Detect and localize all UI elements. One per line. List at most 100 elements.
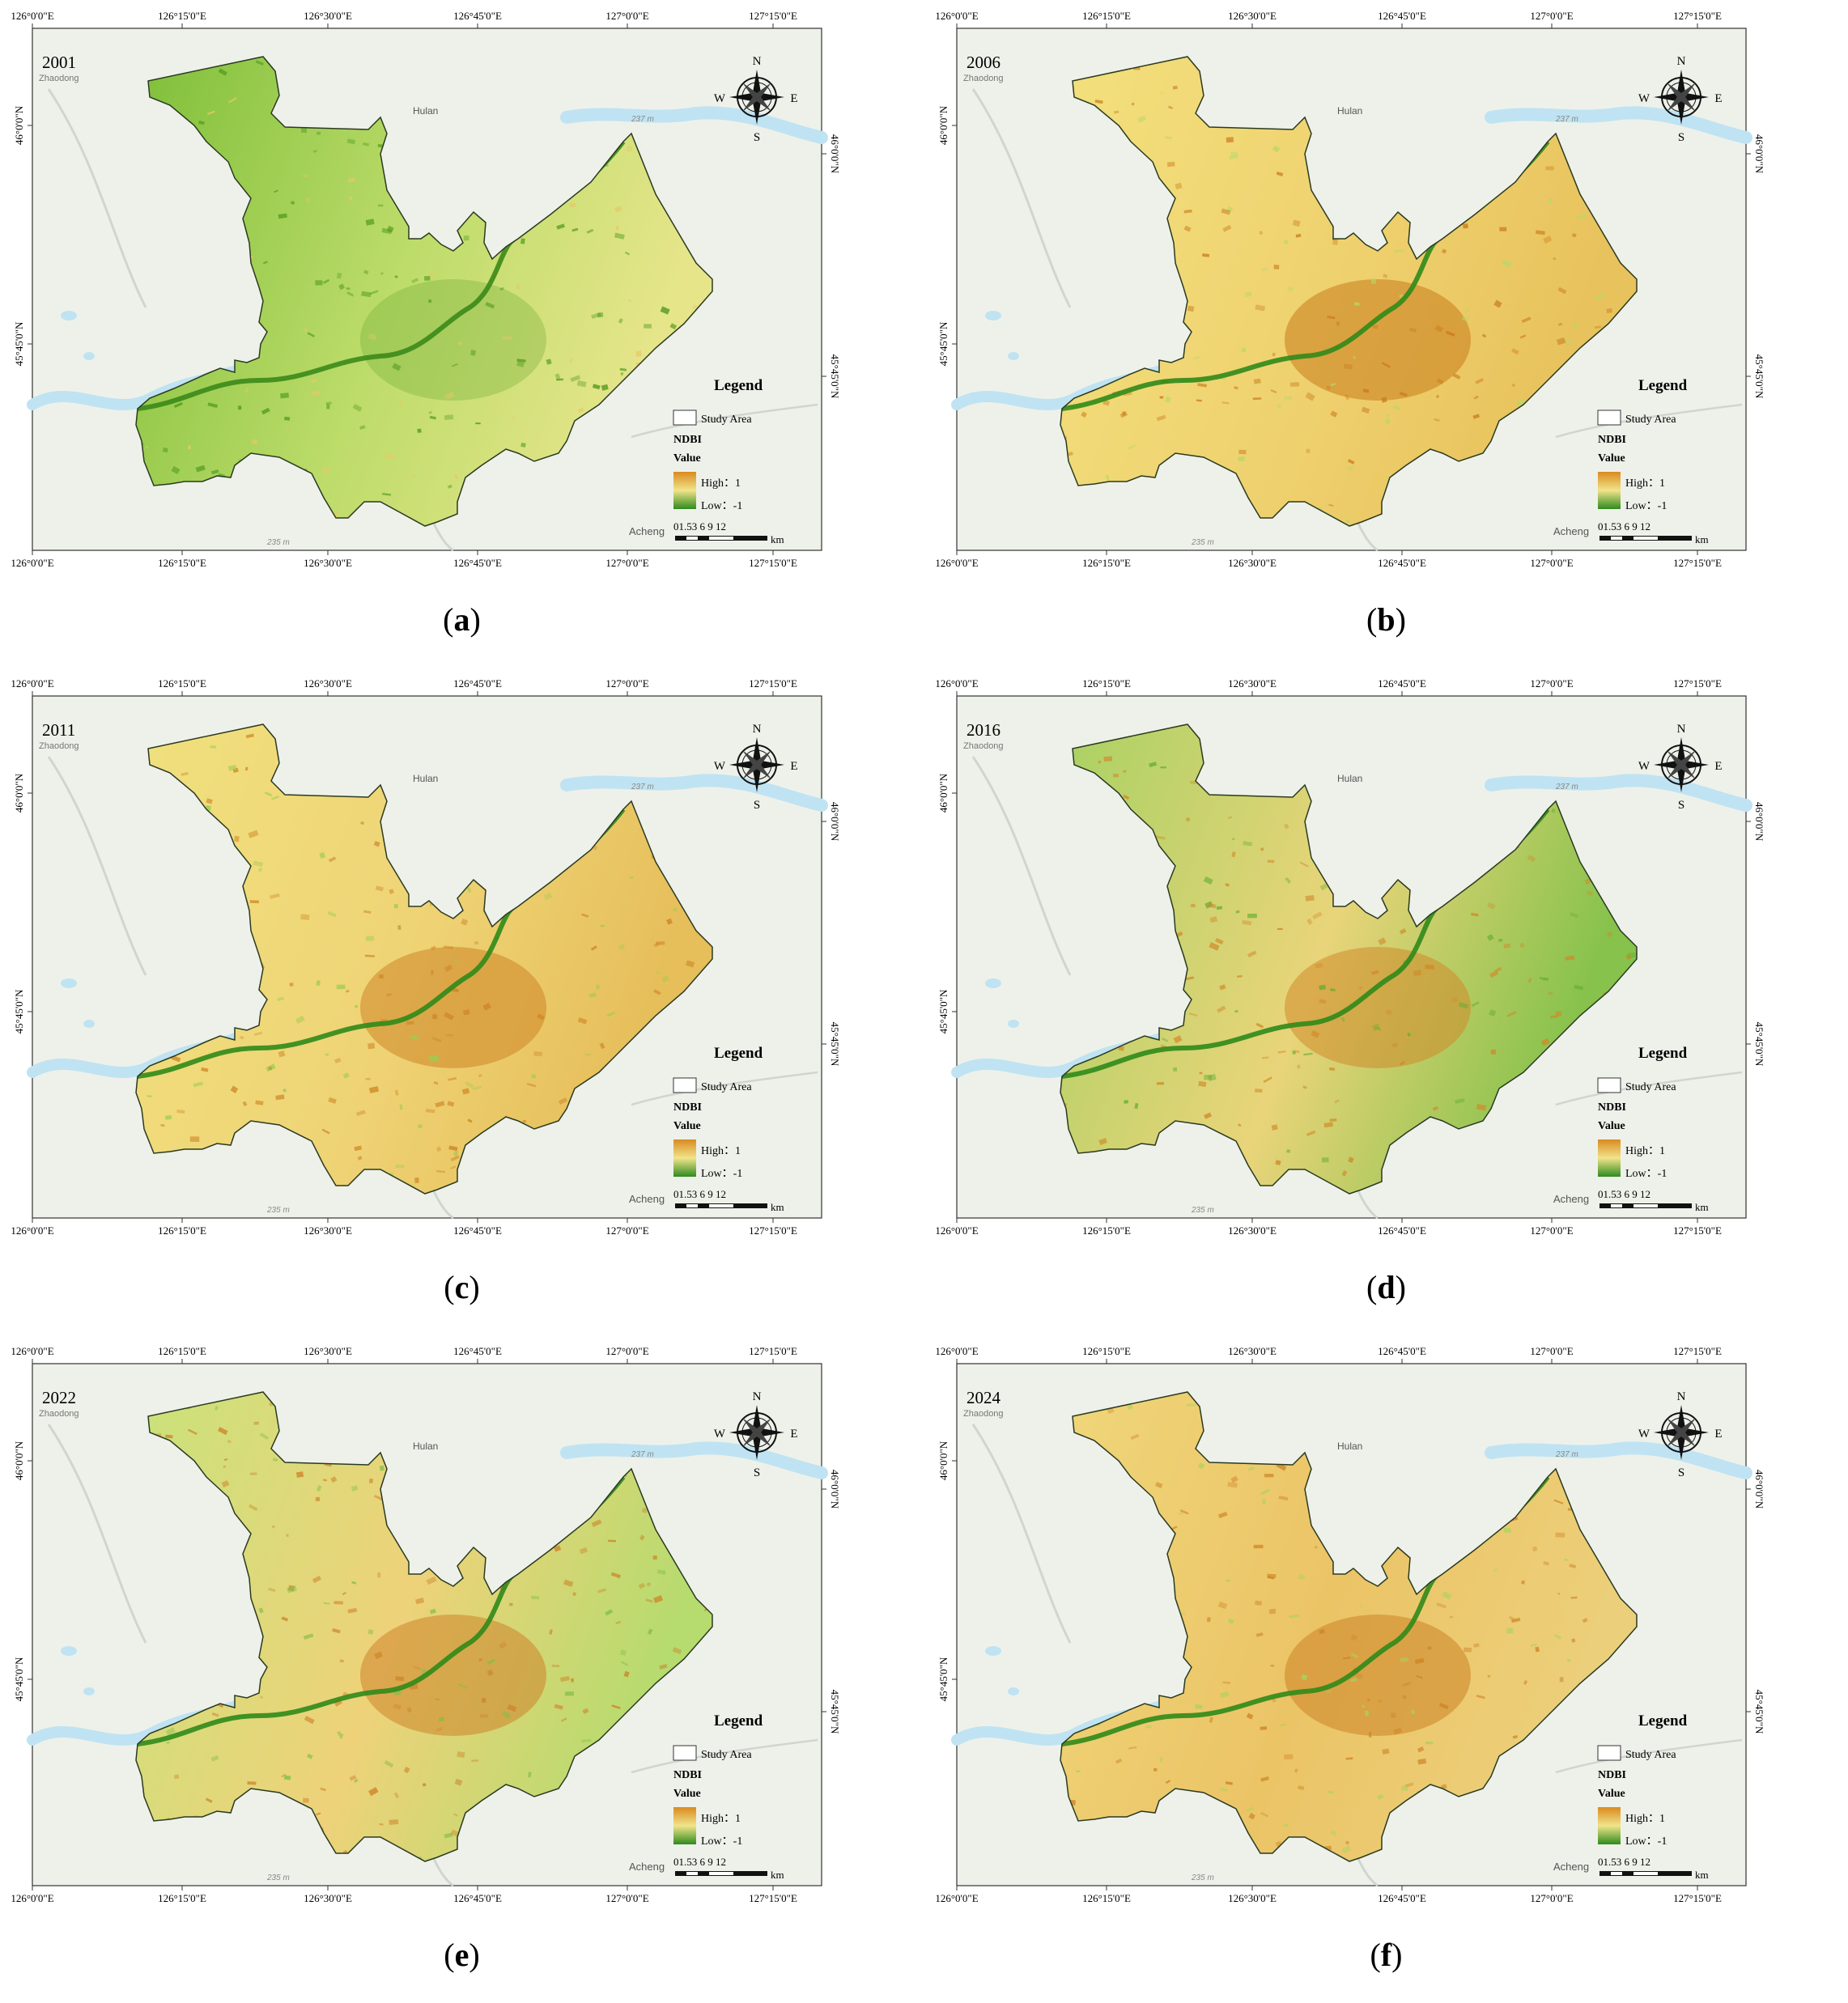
tick-right-label: 46°0'0"N: [1753, 802, 1765, 842]
label-elev-237: 237 m: [1555, 783, 1578, 791]
tick-bottom-label: 126°15'0"E: [158, 557, 206, 569]
tick-top-label: 126°0'0"E: [11, 1345, 53, 1357]
svg-text:N: N: [1677, 1390, 1686, 1403]
tick-left-label: 46°0'0"N: [937, 773, 949, 813]
tick-top-label: 127°15'0"E: [749, 1345, 797, 1357]
scale-bar: 01.53 6 9 12 km: [1598, 1856, 1709, 1881]
tick-bottom-label: 126°30'0"E: [304, 1224, 352, 1237]
tick-bottom-label: 126°45'0"E: [1378, 1224, 1426, 1237]
svg-text:E: E: [790, 760, 797, 773]
scale-ticks: 01.53 6 9 12: [1598, 1856, 1650, 1868]
tick-bottom-label: 127°0'0"E: [1530, 1892, 1573, 1904]
tick-top-label: 127°15'0"E: [749, 10, 797, 22]
tick-top-label: 126°15'0"E: [158, 677, 206, 690]
svg-text:S: S: [754, 131, 760, 144]
scale-ticks: 01.53 6 9 12: [673, 1188, 726, 1200]
year-label: 2016: [966, 720, 1000, 740]
tick-top-label: 127°0'0"E: [1530, 10, 1573, 22]
label-zhaodong: Zhaodong: [963, 74, 1004, 83]
tick-right-label: 45°45'0"N: [829, 354, 841, 399]
map-frame: Zhaodong Hulan Acheng 237 m 235 m 126°0'0"E 1…: [11, 1345, 841, 1904]
scale-ticks: 01.53 6 9 12: [1598, 1188, 1650, 1200]
tick-top-label: 126°0'0"E: [935, 10, 978, 22]
label-elev-237: 237 m: [1555, 115, 1578, 124]
svg-text:W: W: [1638, 1428, 1650, 1441]
scale-unit: km: [1695, 533, 1709, 545]
panel-caption: (c): [444, 1269, 480, 1305]
tick-left-label: 46°0'0"N: [937, 105, 949, 145]
tick-bottom-label: 126°0'0"E: [935, 1892, 978, 1904]
label-acheng: Acheng: [629, 525, 665, 537]
svg-text:W: W: [1638, 760, 1650, 773]
legend-low: Low：-1: [701, 1835, 742, 1848]
svg-text:E: E: [1714, 92, 1722, 105]
label-elev-237: 237 m: [1555, 1450, 1578, 1459]
tick-bottom-label: 126°0'0"E: [11, 557, 53, 569]
label-acheng: Acheng: [629, 1193, 665, 1205]
legend-index: NDBI: [1598, 434, 1626, 446]
svg-text:W: W: [1638, 92, 1650, 105]
legend-low: Low：-1: [1625, 1835, 1667, 1848]
tick-top-label: 126°30'0"E: [1228, 1345, 1277, 1357]
map-frame: Zhaodong Hulan Acheng 237 m 235 m 126°0'0"E 1…: [935, 1345, 1765, 1904]
legend-index: NDBI: [673, 1769, 702, 1781]
legend-title: Legend: [714, 1045, 763, 1062]
map-panel-f: Zhaodong Hulan Acheng 237 m 235 m 126°0'0"E 1…: [924, 1335, 1848, 2003]
tick-left-label: 46°0'0"N: [937, 1441, 949, 1480]
label-hulan: Hulan: [1337, 773, 1362, 784]
legend-value: Value: [673, 452, 701, 465]
legend-high: High：1: [1625, 1145, 1665, 1157]
year-label: 2022: [42, 1388, 76, 1407]
svg-text:S: S: [754, 1466, 760, 1479]
map-panel-a: Zhaodong Hulan Acheng 237 m 235 m 126°0'0"E 1…: [0, 0, 924, 668]
tick-left-label: 46°0'0"N: [13, 105, 25, 145]
panel-caption: (a): [443, 601, 481, 638]
panel-caption: (e): [444, 1937, 480, 1973]
tick-right-label: 45°45'0"N: [1753, 1690, 1765, 1734]
svg-text:W: W: [714, 1428, 726, 1441]
scale-unit: km: [1695, 1869, 1709, 1881]
tick-right-label: 45°45'0"N: [829, 1022, 841, 1067]
legend-study-area: Study Area: [1625, 414, 1676, 426]
label-hulan: Hulan: [413, 105, 438, 117]
year-label: 2001: [42, 53, 76, 72]
tick-bottom-label: 127°15'0"E: [1673, 557, 1722, 569]
tick-top-label: 126°30'0"E: [1228, 677, 1277, 690]
map-panel-e: Zhaodong Hulan Acheng 237 m 235 m 126°0'0"E 1…: [0, 1335, 924, 2003]
label-acheng: Acheng: [1553, 525, 1589, 537]
tick-top-label: 126°0'0"E: [11, 677, 53, 690]
tick-left-label: 45°45'0"N: [13, 321, 25, 366]
svg-text:W: W: [714, 92, 726, 105]
tick-bottom-label: 127°15'0"E: [749, 1892, 797, 1904]
tick-top-label: 127°0'0"E: [1530, 677, 1573, 690]
tick-right-label: 45°45'0"N: [1753, 354, 1765, 399]
tick-top-label: 126°0'0"E: [935, 1345, 978, 1357]
legend-title: Legend: [1638, 1712, 1688, 1729]
tick-top-label: 126°15'0"E: [158, 10, 206, 22]
tick-top-label: 127°0'0"E: [605, 10, 648, 22]
tick-bottom-label: 126°0'0"E: [935, 557, 978, 569]
tick-top-label: 126°15'0"E: [1082, 677, 1131, 690]
label-zhaodong: Zhaodong: [39, 74, 79, 83]
legend-study-area: Study Area: [701, 414, 752, 426]
north-arrow: N S E W: [1638, 723, 1723, 812]
tick-bottom-label: 127°15'0"E: [1673, 1892, 1722, 1904]
tick-bottom-label: 126°0'0"E: [935, 1224, 978, 1237]
tick-bottom-label: 126°15'0"E: [1082, 1224, 1131, 1237]
legend-high: High：1: [701, 477, 741, 490]
tick-right-label: 46°0'0"N: [829, 134, 841, 174]
map-frame: Zhaodong Hulan Acheng 237 m 235 m 126°0'0"E 1…: [935, 677, 1765, 1237]
legend-high: High：1: [701, 1145, 741, 1157]
tick-top-label: 127°0'0"E: [605, 677, 648, 690]
tick-top-label: 127°15'0"E: [1673, 1345, 1722, 1357]
tick-bottom-label: 127°0'0"E: [1530, 1224, 1573, 1237]
scale-unit: km: [771, 1201, 784, 1213]
tick-bottom-label: 127°0'0"E: [1530, 557, 1573, 569]
legend-low: Low：-1: [1625, 500, 1667, 512]
legend-index: NDBI: [1598, 1101, 1626, 1114]
legend-index: NDBI: [673, 1101, 702, 1114]
tick-bottom-label: 126°15'0"E: [158, 1224, 206, 1237]
